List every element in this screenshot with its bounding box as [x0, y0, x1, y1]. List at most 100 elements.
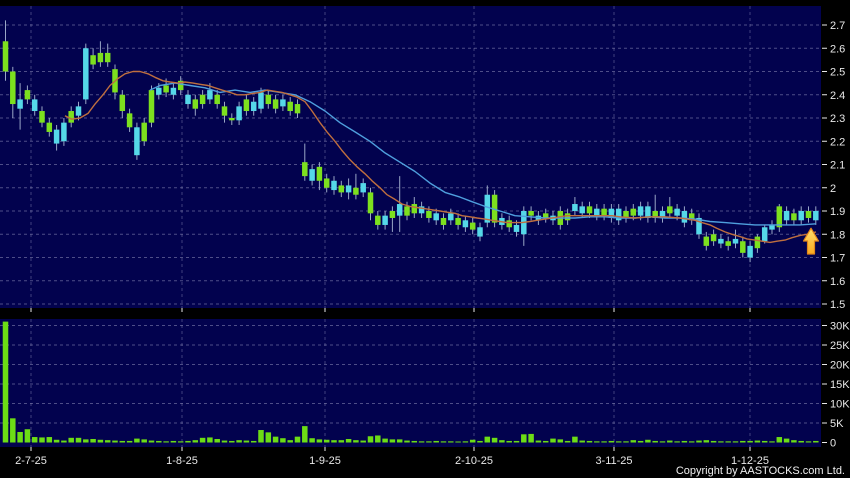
candle-body [177, 80, 184, 91]
volume-bar [272, 436, 279, 443]
svg-text:2.7: 2.7 [830, 20, 845, 32]
candle-body [265, 94, 272, 105]
volume-bar [46, 437, 53, 443]
candle-body [367, 192, 374, 214]
volume-bar [499, 440, 505, 443]
volume-bar [601, 441, 607, 443]
candle-body [791, 213, 797, 221]
candle-body [462, 220, 469, 228]
volume-bar [353, 440, 359, 443]
volume-bar [280, 438, 286, 443]
volume-bar [761, 440, 768, 443]
volume-bar [718, 441, 724, 443]
candle-body [725, 241, 731, 246]
candle-body [294, 104, 301, 114]
candle-body [338, 185, 345, 193]
candle-body [805, 211, 812, 218]
volume-bar [316, 439, 323, 443]
svg-text:30K: 30K [830, 321, 850, 333]
candle-body [747, 245, 753, 258]
volume-bar [674, 441, 680, 443]
candle-body [542, 213, 549, 218]
candle-body [769, 224, 775, 230]
candle-body [411, 204, 418, 214]
volume-bar [535, 440, 542, 443]
candle-body [331, 180, 337, 191]
candle-body [207, 90, 213, 100]
volume-bar [294, 436, 301, 443]
volume-bar [469, 439, 476, 443]
svg-text:25K: 25K [830, 340, 850, 352]
candle-body [2, 41, 9, 72]
volume-bar [433, 440, 439, 443]
candle-body [761, 227, 768, 242]
candle-body [141, 122, 147, 142]
svg-text:1.7: 1.7 [830, 253, 845, 265]
svg-text:15K: 15K [830, 379, 850, 391]
candle-body [396, 204, 403, 216]
candle-body [783, 211, 790, 221]
svg-text:1.5: 1.5 [830, 299, 845, 311]
candle-body [564, 213, 571, 221]
volume-bar [90, 438, 96, 443]
volume-bar [302, 426, 308, 443]
volume-bar [484, 436, 491, 443]
svg-text:10K: 10K [830, 399, 850, 411]
candle-body [506, 220, 512, 228]
candle-body [594, 208, 600, 216]
volume-bar [156, 440, 162, 443]
candle-body [608, 208, 615, 218]
candle-body [83, 48, 89, 100]
volume-bar [805, 441, 812, 443]
candle-body [287, 101, 293, 112]
volume-bar [521, 434, 527, 443]
svg-text:2-7-25: 2-7-25 [15, 455, 47, 467]
candle-body [345, 185, 352, 193]
candle-body [75, 106, 82, 116]
volume-bar [367, 436, 374, 443]
volume-bar [287, 440, 293, 443]
svg-text:2.5: 2.5 [830, 67, 845, 79]
volume-bar [630, 440, 637, 443]
price-gridlines [0, 24, 821, 305]
svg-text:1-8-25: 1-8-25 [166, 455, 198, 467]
volume-bar [24, 429, 31, 443]
volume-bar [10, 418, 16, 443]
volume-bar [696, 440, 702, 443]
candle-body [513, 224, 520, 232]
candle-body [360, 183, 366, 193]
up-arrow-icon [802, 227, 820, 255]
volume-bar [550, 438, 556, 443]
volume-bar [163, 441, 169, 443]
candle-body [61, 122, 67, 142]
candle-body [732, 238, 739, 244]
volume-bar [265, 432, 272, 443]
month-gridlines [30, 6, 751, 447]
volume-bar [652, 440, 658, 443]
candle-body [134, 127, 140, 156]
volume-bar [389, 439, 396, 443]
volume-bar [813, 440, 819, 443]
candle-body [718, 238, 724, 244]
volume-bar [345, 438, 352, 443]
date-axis-labels: 2-7-25 1-8-25 1-9-25 2-10-25 3-11-25 1-12-25 [15, 455, 769, 467]
volume-bar [97, 439, 104, 443]
candle-body [243, 99, 250, 112]
candle-body [214, 94, 220, 105]
volume-bar [776, 437, 783, 443]
volume-bar [148, 440, 155, 443]
candle-body [316, 166, 323, 181]
candle-body [97, 52, 104, 63]
volume-panel-background [0, 319, 821, 447]
volume-bar [221, 440, 228, 443]
volume-bar [455, 441, 461, 443]
candle-body [280, 99, 286, 107]
volume-bar [426, 441, 432, 443]
volume-bar [404, 440, 410, 443]
volume-bar [477, 440, 483, 443]
candle-body [163, 85, 169, 93]
candle-body [236, 106, 242, 121]
volume-bar [83, 439, 89, 443]
svg-text:2.4: 2.4 [830, 90, 845, 102]
volume-bar [338, 440, 345, 443]
